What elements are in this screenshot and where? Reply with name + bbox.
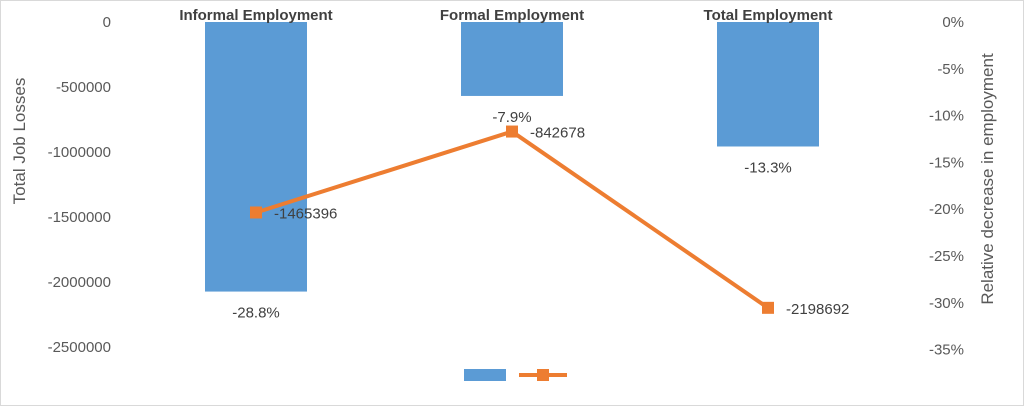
bars-layer [205,22,819,292]
bar-label-0: -28.8% [232,305,280,322]
y2-tick-7: -35% [929,342,964,359]
y2-tick-3: -15% [929,154,964,171]
bar-0 [205,22,307,292]
category-label-0: Informal Employment [179,7,332,24]
bar-2 [717,22,819,147]
y-axis-right: 0% -5% -10% -15% -20% -25% -30% -35% [929,14,964,359]
legend-bar-swatch [464,369,506,381]
legend [464,369,567,381]
line-layer [250,125,774,314]
line-label-2: -2198692 [786,301,849,318]
category-label-2: Total Employment [704,7,833,24]
y2-tick-1: -5% [937,61,964,78]
line-label-1: -842678 [530,125,585,142]
y2-axis-title: Relative decrease in employment [978,53,997,305]
bar-1 [461,22,563,96]
legend-line-marker [537,369,549,381]
y2-tick-5: -25% [929,248,964,265]
y-tick-4: -2000000 [48,274,111,291]
bar-label-2: -13.3% [744,159,792,176]
y-tick-5: -2500000 [48,339,111,356]
line-marker-1 [506,125,518,138]
y-tick-0: 0 [103,14,111,31]
line-marker-2 [762,301,774,314]
y-tick-3: -1500000 [48,209,111,226]
labels-layer: -28.8% -7.9% -13.3% -1465396 -842678 -2198692 [232,109,849,322]
category-label-1: Formal Employment [440,7,584,24]
y2-tick-2: -10% [929,108,964,125]
y-tick-2: -1000000 [48,144,111,161]
y-axis-left: 0 -500000 -1000000 -1500000 -2000000 -2500000 [48,14,111,356]
y-tick-1: -500000 [56,79,111,96]
category-labels: Informal Employment Formal Employment Tota… [179,7,832,24]
y-axis-title: Total Job Losses [10,78,29,205]
y2-tick-0: 0% [942,14,964,31]
line-label-0: -1465396 [274,206,337,223]
y2-tick-4: -20% [929,201,964,218]
bar-label-1: -7.9% [492,109,531,126]
y2-tick-6: -30% [929,295,964,312]
line-marker-0 [250,206,262,219]
